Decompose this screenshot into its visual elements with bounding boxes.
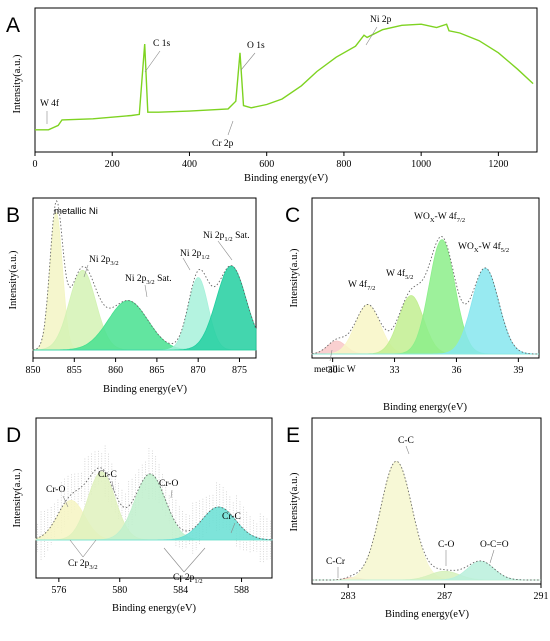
annotation-w4f52: W 4f5/2: [386, 268, 413, 281]
panel-c: C 30 33 36 39 Binding energy(eV) Intensity(…: [285, 197, 540, 413]
x-ticks-a: 0 200 400 600 800 1000 1200: [33, 152, 508, 170]
x-tick-label: 588: [234, 585, 249, 596]
x-tick-label: 30: [328, 365, 338, 376]
x-ticks-e: 283 287 291: [341, 584, 549, 602]
fit-curves-e: [312, 460, 541, 581]
x-axis-label-e: Binding energy(eV): [385, 609, 470, 620]
x-tick-label: 600: [259, 159, 274, 170]
x-tick-label: 283: [341, 591, 356, 602]
annotation-arrows-a: [46, 26, 378, 136]
y-axis-label-e: Intensity(a.u.): [289, 472, 300, 531]
fit-curves-d: [35, 467, 273, 541]
annotation-metallic-w: metallic W: [314, 365, 356, 375]
x-tick-label: 0: [33, 159, 38, 170]
x-tick-label: 33: [390, 365, 400, 376]
x-tick-label: 855: [67, 365, 82, 376]
x-tick-label: 865: [149, 365, 164, 376]
panel-e: E 283 287 291 Binding energy(eV) Intensity…: [286, 417, 549, 620]
plot-frame-a: [34, 7, 538, 153]
x-tick-label: 800: [336, 159, 351, 170]
fit-curves-b: [32, 199, 257, 351]
annotation-arrows-b: [83, 240, 233, 298]
plot-frame-c: [311, 197, 540, 359]
annotation-ni2p32-sat: Ni 2p3/2 Sat.: [125, 274, 172, 286]
annotation-wox-4f52: WOX-W 4f5/2: [458, 241, 509, 254]
annotation-ni2p32: Ni 2p3/2: [89, 255, 119, 267]
x-axis-label-c: Binding energy(eV): [383, 402, 468, 413]
survey-spectrum-line: [35, 23, 534, 131]
annotation-arrows-d: [62, 480, 236, 573]
annotation-cr2p: Cr 2p: [212, 139, 234, 149]
annotation-arrows-e: [337, 445, 495, 578]
fit-envelope: [312, 460, 541, 581]
x-tick-label: 1000: [411, 159, 431, 170]
x-tick-label: 875: [232, 365, 247, 376]
y-axis-label-c: Intensity(a.u.): [289, 248, 300, 307]
annotation-ni2p12: Ni 2p1/2: [180, 249, 210, 261]
x-tick-label: 860: [108, 365, 123, 376]
fit-envelope: [35, 467, 273, 541]
x-tick-label: 576: [51, 585, 66, 596]
x-tick-label: 287: [437, 591, 452, 602]
y-axis-label-b: Intensity(a.u.): [8, 250, 19, 309]
annotation-ni2p12-sat: Ni 2p1/2 Sat.: [203, 231, 250, 243]
x-tick-label: 870: [191, 365, 206, 376]
annotation-metallic-ni: metallic Ni: [54, 206, 98, 217]
x-tick-label: 291: [534, 591, 549, 602]
x-tick-label: 200: [105, 159, 120, 170]
annotation-c1s: C 1s: [153, 39, 170, 49]
x-ticks-d: 576 580 584 588: [51, 578, 249, 596]
annotation-ni2p: Ni 2p: [370, 15, 392, 25]
x-tick-label: 400: [182, 159, 197, 170]
panel-label-a: A: [6, 14, 20, 37]
x-tick-label: 39: [513, 365, 523, 376]
annotation-cr-o-1: Cr-O: [46, 485, 65, 495]
fit-envelope: [32, 199, 257, 351]
annotation-cr-o-2: Cr-O: [159, 479, 178, 489]
fit-peak-ni-2p1-2-sat-: [33, 265, 257, 351]
plot-frame-e: [311, 417, 542, 585]
annotations-a: W 4f C 1s O 1s Cr 2p Ni 2p: [40, 15, 392, 149]
annotation-w4f72: W 4f7/2: [348, 279, 375, 292]
panel-d: D 576 580 584 588 Binding energy(eV) Intens…: [6, 417, 273, 614]
annotation-c-cr: C-Cr: [326, 557, 346, 567]
annotation-c-c: C-C: [398, 436, 414, 446]
x-axis-label-a: Binding energy(eV): [244, 173, 329, 184]
plot-frame-d: [35, 417, 273, 579]
annotation-w4f: W 4f: [40, 98, 60, 109]
x-tick-label: 36: [451, 365, 461, 376]
annotations-c: metallic W W 4f7/2 W 4f5/2 WOX-W 4f7/2 W…: [314, 211, 509, 375]
annotation-cr2p12: Cr 2p1/2: [173, 573, 203, 585]
annotation-cr-c-2: Cr-C: [222, 512, 241, 522]
panel-a: A 0 200 400 600 800 1000 1200 Binding energy(e…: [6, 7, 538, 184]
panel-label-d: D: [6, 424, 21, 447]
panel-label-e: E: [286, 424, 300, 447]
x-tick-label: 1200: [488, 159, 508, 170]
x-tick-label: 580: [112, 585, 127, 596]
x-tick-label: 584: [173, 585, 188, 596]
annotations-e: C-Cr C-C C-O O-C=O: [326, 436, 509, 567]
plot-frame-b: [32, 197, 257, 359]
annotation-o-c-o: O-C=O: [480, 540, 509, 550]
x-ticks-b: 850 855 860 865 870 875: [26, 358, 247, 376]
y-axis-label-d: Intensity(a.u.): [12, 468, 23, 527]
fit-peak-c-c: [312, 460, 541, 581]
annotation-c-o: C-O: [438, 540, 455, 550]
x-ticks-c: 30 33 36 39: [328, 358, 523, 376]
fit-peak-wox-w-4f5-2: [312, 267, 539, 355]
annotation-o1s: O 1s: [247, 41, 265, 51]
annotation-cr2p32: Cr 2p3/2: [68, 559, 98, 571]
annotation-arrows-c: [329, 349, 333, 362]
annotation-cr-c-1: Cr-C: [98, 470, 117, 480]
fit-curves-c: [311, 235, 539, 355]
x-axis-label-d: Binding energy(eV): [112, 603, 197, 614]
x-tick-label: 850: [26, 365, 41, 376]
annotation-wox-4f72: WOX-W 4f7/2: [414, 211, 465, 224]
y-axis-label-a: Intensity(a.u.): [12, 54, 23, 113]
panel-label-b: B: [6, 204, 20, 227]
x-axis-label-b: Binding energy(eV): [103, 384, 188, 395]
panel-b: B 850 855 860 865 870 875 Binding energy(eV) …: [6, 197, 257, 395]
panel-label-c: C: [285, 204, 300, 227]
